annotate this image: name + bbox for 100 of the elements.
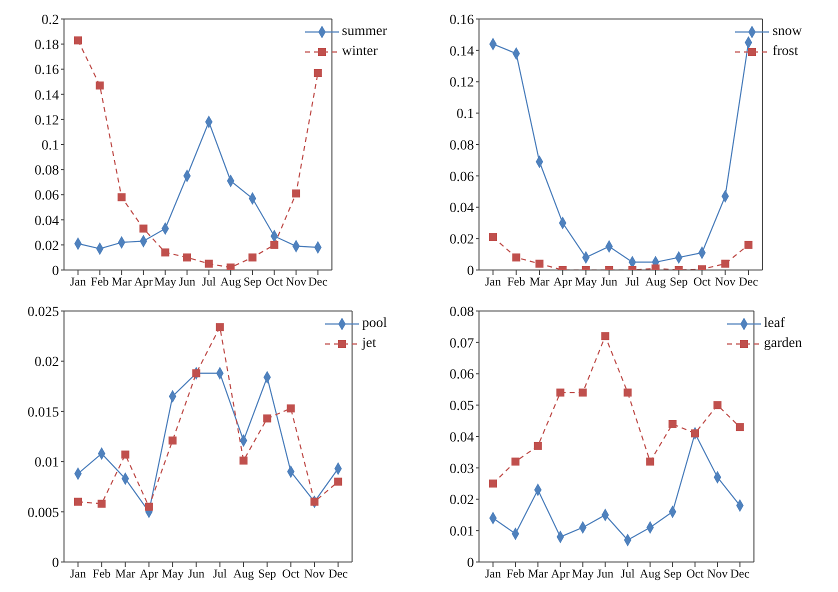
y-tick-label: 0.16 — [450, 12, 474, 28]
y-tick-label: 0 — [52, 264, 59, 279]
legend-label: pool — [362, 316, 387, 332]
point — [74, 36, 82, 44]
x-tick-label: Mar — [528, 566, 548, 581]
x-tick-label: Feb — [92, 566, 111, 581]
point — [74, 498, 82, 506]
y-tick-label: 0.01 — [34, 456, 59, 471]
point — [270, 240, 278, 249]
y-tick-label: 0.015 — [28, 405, 59, 420]
x-tick-label: Mar — [115, 566, 136, 581]
x-tick-label: Feb — [507, 274, 526, 289]
point — [183, 253, 192, 262]
x-tick-label: Mar — [529, 274, 550, 289]
point — [334, 478, 342, 486]
x-tick-label: May — [162, 566, 184, 581]
y-tick-label: 0.02 — [34, 238, 59, 254]
point — [314, 68, 322, 77]
y-tick-label: 0.1 — [42, 138, 59, 154]
point — [511, 458, 520, 466]
x-tick-label: Oct — [266, 274, 284, 289]
y-tick-label: 0.14 — [450, 44, 474, 60]
y-tick-label: 0.06 — [34, 188, 59, 204]
y-tick-label: 0.025 — [28, 304, 59, 320]
legend-label: leaf — [764, 316, 785, 332]
point — [744, 240, 752, 249]
x-tick-label: Mar — [112, 274, 132, 289]
x-tick-label: Jun — [188, 566, 205, 581]
x-tick-label: Aug — [220, 274, 241, 289]
point — [721, 260, 730, 268]
x-tick-label: Nov — [304, 566, 325, 581]
point — [139, 224, 148, 233]
x-tick-label: May — [574, 274, 597, 289]
point — [556, 388, 564, 397]
x-tick-label: Jun — [596, 566, 614, 581]
y-tick-label: 0.06 — [450, 170, 474, 185]
point — [96, 82, 104, 90]
y-tick-label: 0.16 — [34, 63, 59, 78]
point — [121, 450, 130, 459]
y-tick-label: 0.08 — [34, 164, 59, 179]
x-tick-label: Sep — [664, 566, 682, 581]
point — [310, 498, 318, 506]
legend-label: garden — [764, 336, 802, 352]
legend-label: frost — [772, 44, 798, 60]
x-tick-label: Dec — [308, 274, 328, 289]
y-tick-label: 0.07 — [450, 336, 474, 352]
x-tick-label: Jul — [625, 274, 640, 289]
y-tick-label: 0.12 — [450, 76, 474, 91]
point — [489, 233, 497, 242]
point — [161, 248, 170, 256]
point — [168, 436, 177, 445]
legend-label: summer — [342, 24, 387, 40]
x-tick-label: Oct — [282, 566, 300, 581]
point — [98, 500, 106, 508]
x-tick-label: May — [154, 274, 176, 289]
point — [713, 401, 722, 410]
y-tick-label: 0 — [467, 264, 474, 279]
y-tick-label: 0.03 — [450, 462, 474, 477]
x-tick-label: Feb — [90, 274, 109, 289]
x-tick-label: Aug — [645, 274, 666, 289]
y-tick-label: 0.02 — [450, 232, 474, 248]
y-tick-label: 0.04 — [450, 430, 474, 446]
point — [691, 429, 700, 438]
point — [263, 414, 272, 422]
y-tick-label: 0.01 — [450, 524, 474, 540]
point — [646, 458, 654, 466]
x-tick-label: Aug — [233, 566, 254, 581]
point — [578, 388, 587, 397]
legend-label: snow — [772, 24, 802, 40]
x-tick-label: Oct — [693, 274, 712, 289]
x-tick-label: Dec — [328, 566, 348, 581]
point — [736, 423, 744, 432]
point — [248, 253, 256, 262]
x-tick-label: Aug — [640, 566, 660, 581]
y-tick-label: 0 — [52, 556, 59, 571]
x-tick-label: Jan — [70, 566, 86, 581]
y-tick-label: 0.2 — [42, 12, 59, 28]
point — [118, 193, 126, 202]
y-tick-label: 0.1 — [456, 107, 474, 122]
x-tick-label: Jan — [485, 566, 501, 581]
point — [216, 323, 224, 332]
point — [226, 263, 235, 270]
y-tick-label: 0.04 — [450, 201, 474, 216]
y-tick-label: 0.02 — [34, 355, 59, 370]
point — [192, 369, 200, 378]
y-tick-label: 0.14 — [34, 88, 59, 104]
point — [144, 502, 153, 511]
x-tick-label: Apr — [140, 566, 158, 581]
point — [624, 388, 632, 397]
x-tick-label: Jun — [178, 274, 196, 289]
x-tick-label: Dec — [730, 566, 750, 581]
y-tick-label: 0 — [467, 556, 474, 571]
x-tick-label: Nov — [286, 274, 306, 289]
x-tick-label: Nov — [714, 274, 736, 289]
x-tick-label: Jun — [600, 274, 618, 289]
y-tick-label: 0.04 — [34, 214, 59, 229]
point — [535, 260, 544, 268]
point — [601, 332, 610, 340]
y-tick-label: 0.005 — [28, 506, 59, 521]
legend-label: jet — [362, 336, 376, 352]
